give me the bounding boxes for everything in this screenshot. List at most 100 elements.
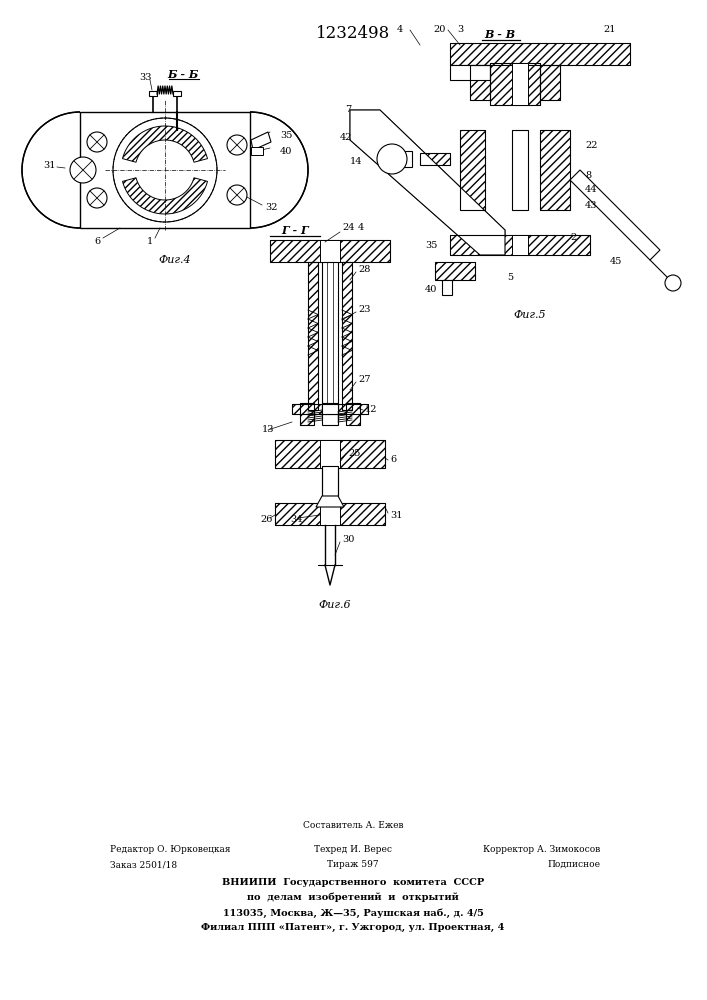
Text: 13: 13 (262, 426, 274, 434)
Text: 8: 8 (585, 170, 591, 180)
Bar (173, 91, 181, 96)
Bar (80, 112, 250, 228)
Text: 23: 23 (358, 306, 370, 314)
Text: Подписное: Подписное (547, 860, 600, 869)
Text: 2: 2 (570, 233, 576, 242)
Text: Г - Г: Г - Г (281, 225, 309, 235)
Bar (320, 440, 340, 468)
Text: 6: 6 (94, 237, 100, 246)
Bar (342, 262, 352, 410)
Bar (275, 440, 385, 468)
Bar (275, 503, 385, 525)
Bar (275, 440, 385, 468)
Circle shape (377, 144, 407, 174)
Bar (322, 403, 338, 425)
Bar (435, 262, 475, 280)
Text: 14: 14 (350, 157, 363, 166)
Bar (322, 466, 338, 496)
Text: Фиг.4: Фиг.4 (158, 255, 192, 265)
Text: В - В: В - В (484, 29, 515, 40)
Bar (270, 240, 390, 262)
Text: 6: 6 (390, 456, 396, 464)
Bar (450, 43, 630, 65)
Bar (512, 235, 528, 255)
Text: 44: 44 (585, 186, 597, 194)
Bar (540, 65, 560, 100)
Bar (342, 262, 352, 410)
Text: ВНИИПИ  Государственного  комитета  СССР: ВНИИПИ Государственного комитета СССР (222, 878, 484, 887)
Bar (512, 130, 528, 210)
Text: 22: 22 (585, 140, 597, 149)
Circle shape (87, 188, 107, 208)
Text: 20: 20 (434, 25, 446, 34)
Text: Тираж 597: Тираж 597 (327, 860, 379, 869)
Bar (450, 65, 490, 80)
Bar (251, 147, 263, 155)
Text: 1232498: 1232498 (316, 25, 390, 42)
Bar (420, 153, 450, 165)
Bar (490, 63, 540, 105)
Polygon shape (122, 178, 207, 214)
Bar (346, 403, 360, 425)
Text: 34: 34 (290, 516, 303, 524)
Text: 3: 3 (457, 25, 463, 34)
Bar (275, 503, 385, 525)
Bar (450, 65, 490, 80)
Text: Техред И. Верес: Техред И. Верес (314, 845, 392, 854)
Text: Фиг.5: Фиг.5 (514, 310, 547, 320)
Text: 7: 7 (345, 105, 351, 114)
Bar (460, 130, 485, 210)
Bar (346, 403, 360, 425)
Bar (149, 91, 157, 96)
Text: 32: 32 (265, 204, 278, 213)
Text: 31: 31 (44, 160, 57, 169)
Bar (540, 65, 560, 100)
Bar (450, 235, 590, 255)
Circle shape (87, 132, 107, 152)
Polygon shape (316, 496, 344, 507)
Text: 4: 4 (397, 25, 403, 34)
Bar (450, 235, 590, 255)
Text: 24: 24 (342, 224, 354, 232)
Text: 5: 5 (507, 273, 513, 282)
Bar (420, 153, 450, 165)
Text: Редактор О. Юрковецкая: Редактор О. Юрковецкая (110, 845, 230, 854)
Bar (442, 280, 452, 295)
Text: по  делам  изобретений  и  открытий: по делам изобретений и открытий (247, 893, 459, 902)
Text: 113035, Москва, Ж—35, Раушская наб., д. 4/5: 113035, Москва, Ж—35, Раушская наб., д. … (223, 908, 484, 918)
Text: 21: 21 (604, 25, 617, 34)
Bar (300, 403, 314, 425)
Bar (512, 63, 528, 105)
Circle shape (227, 185, 247, 205)
Text: 1: 1 (147, 237, 153, 246)
Text: Филиал ППП «Патент», г. Ужгород, ул. Проектная, 4: Филиал ППП «Патент», г. Ужгород, ул. Про… (201, 923, 505, 932)
Circle shape (665, 275, 681, 291)
Circle shape (227, 135, 247, 155)
Text: 26: 26 (260, 516, 272, 524)
Bar (320, 503, 340, 525)
Bar (460, 130, 485, 210)
Bar (470, 65, 490, 100)
Bar (540, 130, 570, 210)
Text: 45: 45 (610, 257, 622, 266)
Bar (540, 130, 570, 210)
Polygon shape (251, 132, 271, 150)
Text: 40: 40 (425, 286, 438, 294)
Polygon shape (122, 126, 207, 162)
Circle shape (70, 157, 96, 183)
Text: 27: 27 (358, 375, 370, 384)
Text: 30: 30 (342, 536, 354, 544)
Bar (490, 63, 540, 105)
Circle shape (113, 118, 217, 222)
Text: Заказ 2501/18: Заказ 2501/18 (110, 860, 177, 869)
Text: 42: 42 (340, 133, 353, 142)
Text: 40: 40 (280, 147, 293, 156)
Bar (292, 404, 368, 414)
Bar (320, 240, 340, 262)
Text: 33: 33 (139, 73, 151, 82)
Bar (470, 65, 490, 100)
Wedge shape (22, 112, 80, 228)
Text: 25: 25 (348, 448, 361, 458)
Bar (322, 404, 338, 414)
Bar (292, 404, 368, 414)
